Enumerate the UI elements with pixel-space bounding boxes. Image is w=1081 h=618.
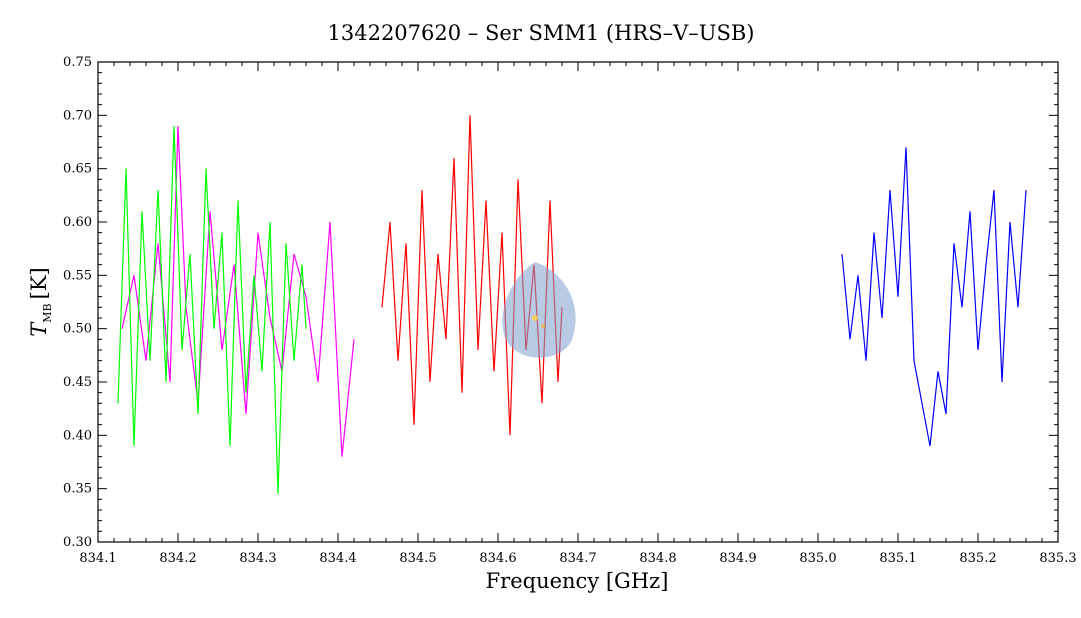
x-tick-label: 834.7 bbox=[559, 551, 596, 566]
x-tick-label: 834.3 bbox=[239, 551, 276, 566]
y-tick-label: 0.60 bbox=[63, 215, 92, 230]
x-tick-label: 835.1 bbox=[879, 551, 916, 566]
series-line-4 bbox=[841, 147, 1027, 447]
series-line-1 bbox=[121, 125, 355, 457]
watermark-blob bbox=[502, 262, 576, 358]
y-tick-label: 0.40 bbox=[63, 428, 92, 443]
ticks-layer: 834.1 834.2 834.3 834.4 834.5 834.6 834.7 834.8… bbox=[63, 55, 1077, 566]
y-tick-label: 0.70 bbox=[63, 108, 92, 123]
x-tick-label: 834.4 bbox=[319, 551, 356, 566]
x-tick-label: 835.2 bbox=[959, 551, 996, 566]
x-tick-label: 834.1 bbox=[79, 551, 116, 566]
y-tick-label: 0.55 bbox=[63, 268, 92, 283]
y-axis-unit: [K] bbox=[27, 267, 51, 299]
x-tick-label: 834.2 bbox=[159, 551, 196, 566]
x-tick-label: 835.3 bbox=[1039, 551, 1076, 566]
x-tick-label: 834.6 bbox=[479, 551, 516, 566]
series-line-2 bbox=[117, 125, 307, 495]
series-layer bbox=[117, 115, 1027, 495]
y-axis-subscript: MB bbox=[41, 303, 54, 322]
x-axis-label: Frequency [GHz] bbox=[486, 569, 669, 593]
y-tick-label: 0.45 bbox=[63, 375, 92, 390]
y-tick-label: 0.35 bbox=[63, 482, 92, 497]
x-tick-label: 834.8 bbox=[639, 551, 676, 566]
x-tick-label: 834.5 bbox=[399, 551, 436, 566]
y-tick-label: 0.65 bbox=[63, 162, 92, 177]
x-tick-label: 834.9 bbox=[719, 551, 756, 566]
y-tick-label: 0.50 bbox=[63, 322, 92, 337]
svg-text:TMB[K]: TMB [K] bbox=[27, 267, 54, 336]
y-tick-label: 0.30 bbox=[63, 535, 92, 550]
x-tick-label: 835.0 bbox=[799, 551, 836, 566]
chart-title: 1342207620 – Ser SMM1 (HRS–V–USB) bbox=[328, 21, 755, 45]
y-axis-symbol: T bbox=[27, 321, 51, 337]
y-tick-label: 0.75 bbox=[63, 55, 92, 70]
y-axis-label: TMB [K] bbox=[27, 267, 54, 336]
